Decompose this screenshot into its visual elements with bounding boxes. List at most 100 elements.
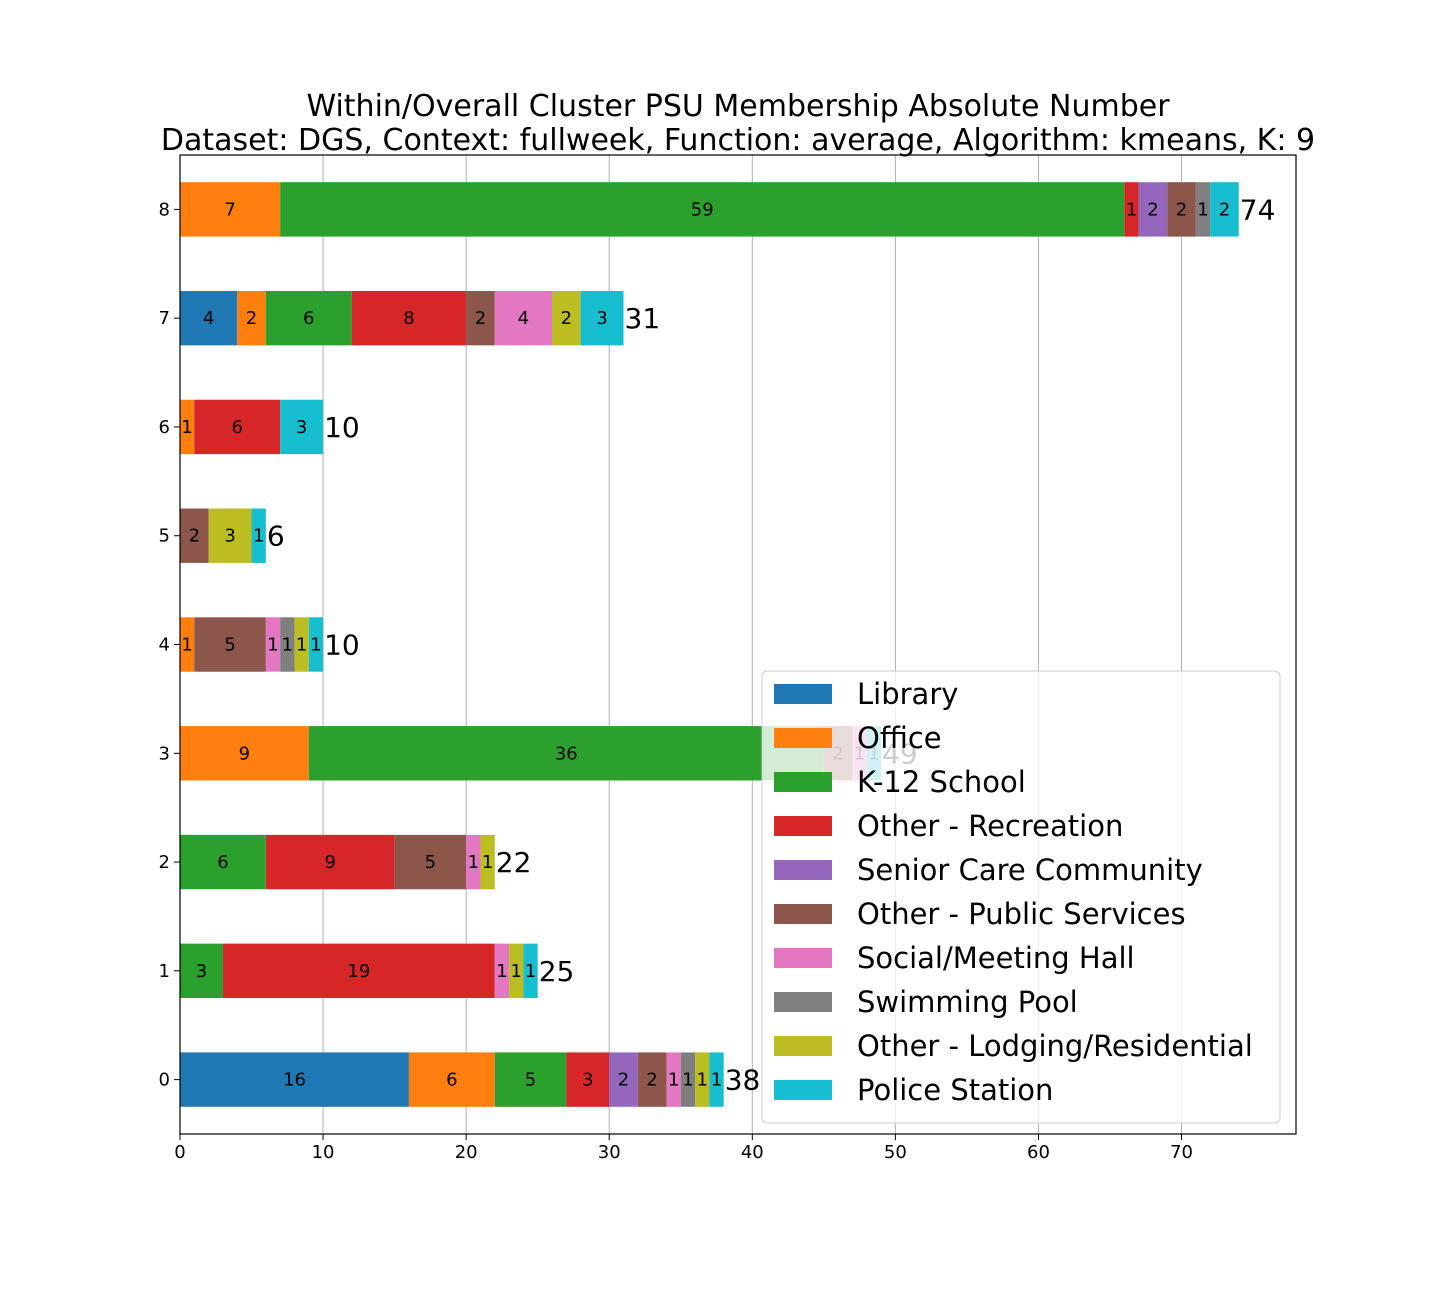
- y-tick-label: 5: [159, 526, 170, 547]
- segment-value-label: 1: [525, 961, 536, 982]
- segment-value-label: 6: [232, 417, 243, 438]
- x-axis-ticks: 0 10 20 30 40 50 60 70: [174, 1134, 1193, 1163]
- segment-value-label: 1: [697, 1070, 708, 1091]
- bar-segment: [1124, 182, 1139, 237]
- legend-label: Other - Lodging/Residential: [857, 1029, 1253, 1063]
- chart-subtitle: Dataset: DGS, Context: fullweek, Functio…: [161, 123, 1315, 158]
- y-tick-label: 1: [159, 961, 170, 982]
- segment-value-label: 1: [296, 635, 307, 656]
- y-tick-label: 2: [159, 852, 170, 873]
- bar-segment: [466, 834, 481, 890]
- segment-value-label: 5: [425, 852, 436, 873]
- bars: 1665322111131911169511936211151111231163…: [180, 182, 1239, 1107]
- bar-segment: [394, 834, 467, 890]
- segment-value-label: 1: [282, 635, 293, 656]
- segment-value-label: 1: [496, 961, 507, 982]
- bar-total-label: 38: [725, 1064, 761, 1097]
- bar-total-label: 6: [267, 520, 285, 553]
- bar-segment: [180, 182, 281, 237]
- bar-segment: [194, 617, 266, 672]
- bar-total-label: 22: [496, 846, 532, 879]
- bar-segment: [709, 1052, 724, 1107]
- bar-segment: [280, 617, 295, 672]
- segment-value-label: 1: [682, 1070, 693, 1091]
- legend-label: Other - Recreation: [857, 809, 1123, 843]
- bar-segment: [609, 1052, 638, 1107]
- legend-box: [761, 670, 1281, 1124]
- segment-value-label: 3: [296, 417, 307, 438]
- bar-segment: [280, 182, 1125, 237]
- segment-value-label: 1: [310, 635, 321, 656]
- bar-segment: [180, 399, 195, 455]
- legend-label: Police Station: [857, 1073, 1053, 1107]
- segment-value-label: 4: [203, 308, 214, 329]
- bar-segment: [237, 290, 266, 346]
- segment-value-label: 2: [561, 308, 572, 329]
- segment-value-label: 1: [711, 1070, 722, 1091]
- bar-segment: [251, 508, 266, 563]
- legend-swatch: [774, 1080, 832, 1100]
- segment-value-label: 1: [181, 417, 192, 438]
- segment-value-label: 59: [691, 199, 714, 220]
- bar-segment: [523, 943, 538, 999]
- segment-value-label: 3: [224, 526, 235, 547]
- bar-segment: [351, 290, 467, 346]
- segment-value-label: 6: [303, 308, 314, 329]
- bar-segment: [294, 617, 309, 672]
- legend: Library Office K-12 School Other - Recreati…: [761, 670, 1281, 1124]
- segment-value-label: 2: [475, 308, 486, 329]
- legend-swatch: [774, 904, 832, 924]
- x-tick-label: 10: [312, 1142, 335, 1163]
- bar-segment: [308, 617, 324, 672]
- legend-label: Other - Public Services: [857, 897, 1186, 931]
- bar-segment: [180, 1052, 409, 1107]
- bar-segment: [1138, 182, 1168, 237]
- segment-value-label: 1: [511, 961, 522, 982]
- segment-value-label: 4: [518, 308, 529, 329]
- legend-label: Library: [857, 677, 958, 711]
- segment-value-label: 3: [582, 1070, 593, 1091]
- segment-value-label: 1: [181, 635, 192, 656]
- segment-value-label: 9: [325, 852, 336, 873]
- x-tick-label: 30: [598, 1142, 621, 1163]
- bar-segment: [680, 1052, 696, 1107]
- bar-segment: [180, 508, 209, 563]
- bar-segment: [180, 617, 195, 672]
- x-tick-label: 50: [884, 1142, 907, 1163]
- bar-segment: [666, 1052, 681, 1107]
- bar-segment: [695, 1052, 710, 1107]
- legend-label: Office: [857, 721, 942, 755]
- bar-segment: [180, 290, 238, 346]
- segment-value-label: 16: [283, 1070, 306, 1091]
- segment-value-label: 3: [196, 961, 207, 982]
- bar-segment: [180, 726, 309, 781]
- segment-value-label: 2: [246, 308, 257, 329]
- y-tick-label: 6: [159, 417, 170, 438]
- segment-value-label: 19: [347, 961, 370, 982]
- segment-value-label: 3: [596, 308, 607, 329]
- x-tick-label: 40: [741, 1142, 764, 1163]
- segment-value-label: 6: [217, 852, 228, 873]
- segment-value-label: 36: [555, 743, 578, 764]
- bar-segment: [480, 834, 495, 890]
- segment-value-label: 7: [224, 199, 235, 220]
- bar-total-label: 10: [324, 411, 360, 444]
- bar-segment: [552, 290, 581, 346]
- bar-segment: [566, 1052, 610, 1107]
- legend-swatch: [774, 772, 832, 792]
- y-tick-label: 7: [159, 308, 170, 329]
- legend-swatch: [774, 816, 832, 836]
- x-tick-label: 60: [1027, 1142, 1050, 1163]
- x-tick-label: 0: [174, 1142, 185, 1163]
- bar-segment: [494, 943, 510, 999]
- legend-label: Senior Care Community: [857, 853, 1203, 887]
- segment-value-label: 1: [668, 1070, 679, 1091]
- legend-swatch: [774, 860, 832, 880]
- bar-segment: [222, 943, 495, 999]
- segment-value-label: 6: [446, 1070, 457, 1091]
- y-axis-ticks: 0 1 2 3 4 5 6 7 8: [159, 199, 180, 1091]
- bar-segment: [208, 508, 252, 563]
- segment-value-label: 5: [224, 635, 235, 656]
- segment-value-label: 9: [239, 743, 250, 764]
